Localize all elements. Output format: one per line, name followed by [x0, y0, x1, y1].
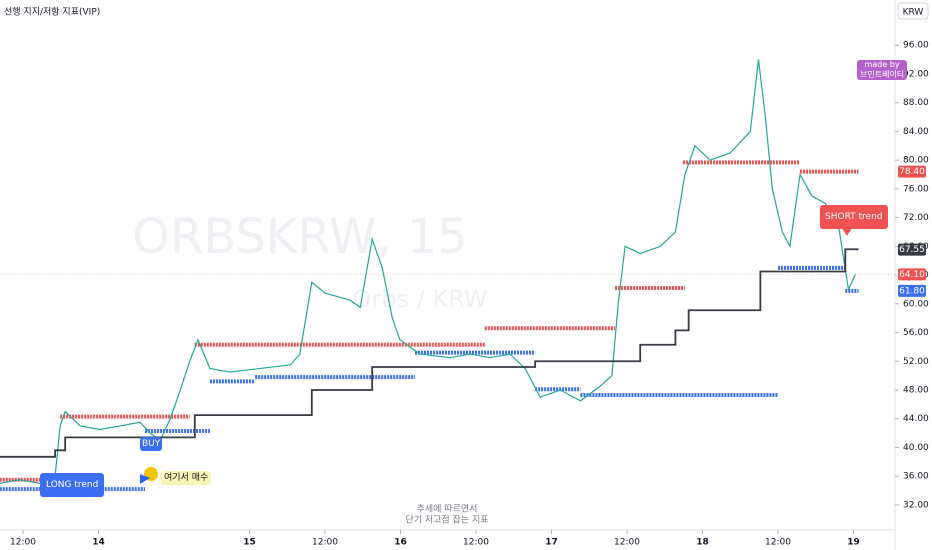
y-tick-label: 44.00: [903, 414, 929, 424]
made-by: made by: [864, 60, 900, 69]
x-tick-label: 12:00: [614, 538, 640, 548]
buy-here-label: 여기서 매수: [161, 471, 212, 485]
price-tag: [898, 284, 926, 297]
chart-title: 선행 지지/저항 지표(VIP): [4, 6, 100, 18]
label-arrow: [842, 228, 852, 236]
x-tick-label: 12:00: [463, 538, 489, 548]
x-tick-label: 15: [243, 538, 256, 548]
watermark: ORBSKRW, 15: [132, 209, 468, 265]
y-tick-label: 60.00: [903, 299, 929, 309]
made-by-label: made by 브민트베이티: [857, 60, 908, 80]
trail-line: [0, 248, 859, 458]
price-tag-label: 78.40: [899, 167, 925, 177]
y-tick-label: 84.00: [903, 127, 929, 137]
price-tag-label: 61.80: [899, 286, 925, 296]
x-tick-label: 18: [696, 538, 709, 548]
long-label: LONG trend: [40, 473, 105, 497]
y-tick-label: 56.00: [903, 328, 929, 338]
note: 추세에 따르면서: [417, 504, 478, 515]
y-tick-label: 32.00: [903, 500, 929, 510]
x-tick-label: 17: [545, 538, 558, 548]
price-tag-label: 64.10: [899, 270, 925, 280]
y-tick-label: 40.00: [903, 443, 929, 453]
y-tick-label: 48.00: [903, 386, 929, 396]
x-tick-label: 16: [394, 538, 407, 548]
author: 브민트베이티: [860, 70, 905, 79]
label-arrow: [140, 474, 150, 484]
note: 단기 저고점 잡는 지표: [405, 514, 488, 526]
y-tick-label: 80.00: [903, 156, 929, 166]
watermark-sub: Orbs / KRW: [352, 285, 487, 313]
x-tick-label: 12:00: [312, 538, 338, 548]
currency: KRW: [903, 8, 924, 18]
y-tick-label: 72.00: [903, 213, 929, 223]
price-tag: [898, 165, 926, 178]
buy-label: BUY: [140, 437, 163, 451]
x-tick-label: 14: [92, 538, 105, 548]
y-tick-label: 88.00: [903, 98, 929, 108]
y-tick-label: 76.00: [903, 184, 929, 194]
currency-box[interactable]: [897, 2, 929, 20]
x-tick-label: 12:00: [765, 538, 791, 548]
short-label: SHORT trend: [820, 205, 888, 229]
y-tick-label: 96.00: [903, 41, 929, 51]
x-tick-label: 12:00: [10, 538, 36, 548]
price-tag-label: 67.55: [899, 245, 925, 255]
price-tag: [898, 268, 926, 281]
price-line: [0, 59, 856, 484]
price-tag: [898, 243, 926, 256]
y-tick-label: 92.00: [903, 69, 929, 79]
y-tick-label: 52.00: [903, 357, 929, 367]
x-tick-label: 19: [847, 538, 860, 548]
y-tick-label: 36.00: [903, 472, 929, 482]
